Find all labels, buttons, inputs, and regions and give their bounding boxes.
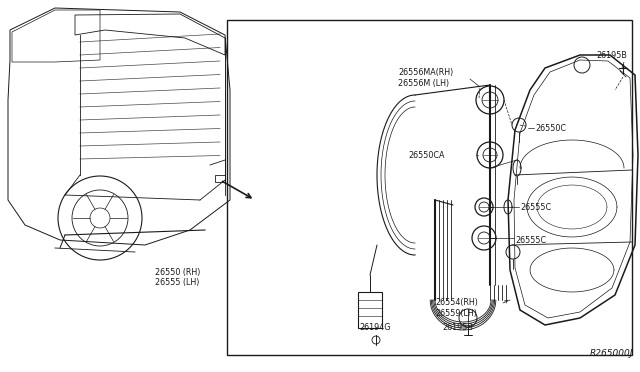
Text: R265000J: R265000J xyxy=(589,349,633,358)
Text: 26555C: 26555C xyxy=(515,235,546,244)
Text: 26195B: 26195B xyxy=(443,323,474,332)
Bar xyxy=(358,292,382,328)
Text: 26550 (RH): 26550 (RH) xyxy=(155,268,200,277)
Text: 26559(LH): 26559(LH) xyxy=(435,309,477,318)
Text: 26556MA(RH): 26556MA(RH) xyxy=(398,68,453,77)
Text: 26555C: 26555C xyxy=(520,202,551,212)
Bar xyxy=(215,175,225,182)
Text: 26556M (LH): 26556M (LH) xyxy=(398,79,449,88)
Text: 26195B: 26195B xyxy=(596,51,627,60)
Text: 26554(RH): 26554(RH) xyxy=(435,298,478,307)
Text: 26550C: 26550C xyxy=(535,124,566,132)
Bar xyxy=(227,20,632,355)
Text: 26555 (LH): 26555 (LH) xyxy=(155,278,200,287)
Text: 26194G: 26194G xyxy=(359,323,391,332)
Text: 26550CA: 26550CA xyxy=(408,151,445,160)
